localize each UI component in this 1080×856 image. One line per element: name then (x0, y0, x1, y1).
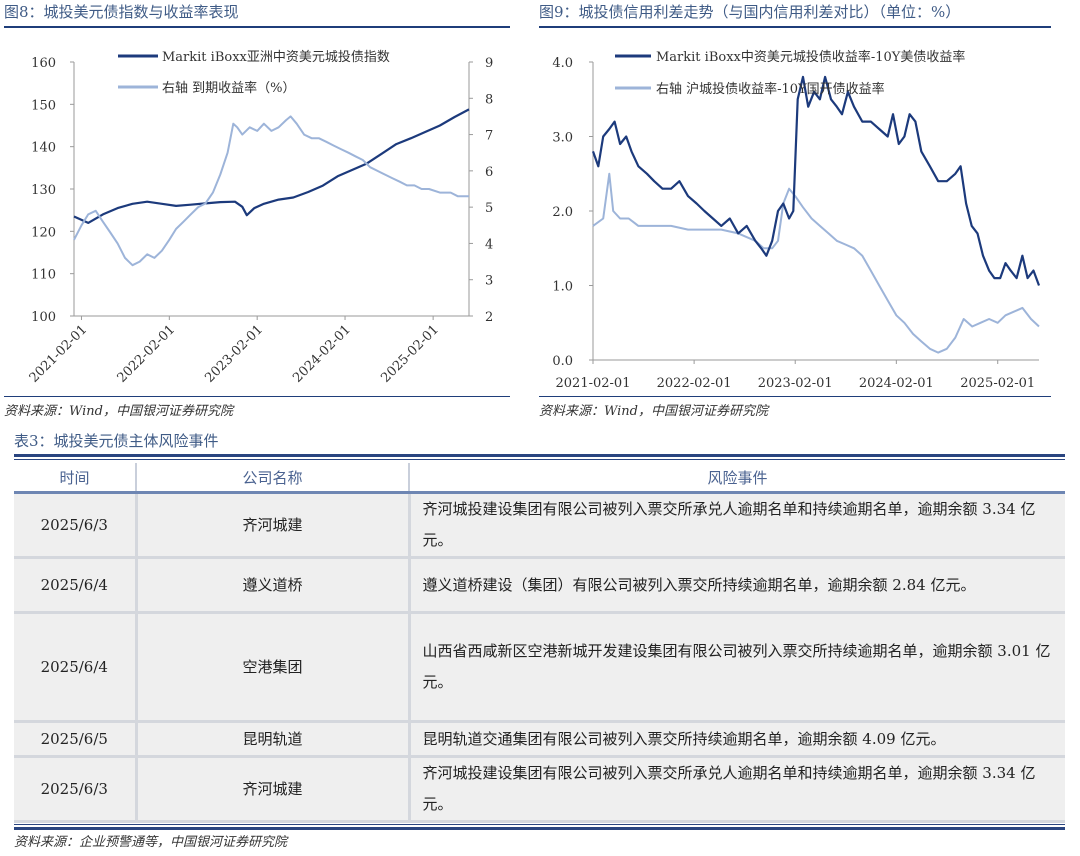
x-tick-label: 2025-02-01 (378, 322, 442, 386)
y-tick-label: 2.0 (552, 205, 573, 220)
y-right-tick-label: 7 (485, 129, 493, 144)
y-tick-label: 4.0 (552, 56, 573, 71)
table-title: 表3：城投美元债主体风险事件 (14, 432, 219, 450)
x-tick-label: 2022-02-01 (115, 322, 179, 386)
legend-label: 右轴 到期收益率（%） (162, 80, 296, 96)
y-right-tick-label: 9 (485, 56, 493, 71)
table-bottom-rule-thin (14, 824, 1065, 825)
cell-event: 昆明轨道交通集团有限公司被列入票交所持续逾期名单，逾期余额 4.09 亿元。 (409, 721, 1065, 758)
table-top-rule-thin (14, 459, 1065, 460)
header-company: 公司名称 (136, 463, 410, 494)
cell-event: 山西省西咸新区空港新城开发建设集团有限公司被列入票交所持续逾期名单，逾期余额 3… (409, 612, 1065, 723)
cell-date: 2025/6/4 (14, 557, 138, 614)
fig8-chart: 160 150 140 130 120 110 100 9 8 7 6 5 4 3 2 2021-02-01 2… (27, 49, 494, 386)
legend-label: 右轴 沪城投债收益率-10Y国开债收益率 (656, 81, 885, 97)
legend-label: Markit iBoxx中资美元城投债收益率-10Y美债收益率 (656, 49, 965, 65)
y-right-tick-label: 4 (485, 237, 493, 252)
y-left-tick-label: 140 (31, 141, 56, 156)
y-tick-label: 1.0 (552, 280, 573, 295)
series-line-usd-spread (591, 75, 1041, 286)
cell-company: 昆明轨道 (136, 721, 411, 758)
legend-label: Markit iBoxx亚洲中资美元城投债指数 (162, 49, 390, 65)
cell-date: 2025/6/3 (14, 492, 138, 559)
y-right-tick-label: 5 (485, 201, 493, 216)
risk-events-table: 时间 公司名称 风险事件 2025/6/3 齐河城建 齐河城投建设集团有限公司被… (14, 463, 1065, 823)
cell-company: 空港集团 (136, 612, 411, 723)
series-line-yield (73, 115, 469, 267)
series-line-onshore-spread (592, 172, 1040, 354)
cell-event: 齐河城投建设集团有限公司被列入票交所承兑人逾期名单和持续逾期名单，逾期余额 3.… (409, 492, 1065, 559)
table-row: 2025/6/5 昆明轨道 昆明轨道交通集团有限公司被列入票交所持续逾期名单，逾… (14, 721, 1065, 758)
series-line-index (73, 108, 470, 224)
cell-company: 齐河城建 (136, 492, 411, 559)
y-tick-label: 0.0 (552, 354, 573, 369)
table-bottom-rule (14, 827, 1065, 830)
y-left-tick-label: 100 (31, 310, 56, 325)
table-row: 2025/6/4 空港集团 山西省西咸新区空港新城开发建设集团有限公司被列入票交… (14, 612, 1065, 723)
fig8-source: 资料来源：Wind，中国银河证券研究院 (4, 404, 233, 419)
y-right-tick-label: 2 (485, 310, 493, 325)
table-header-row: 时间 公司名称 风险事件 (14, 463, 1065, 494)
table-top-rule (14, 454, 1065, 457)
x-tick-label: 2025-02-01 (960, 376, 1035, 391)
fig9-bottom-rule (539, 396, 1051, 397)
cell-event: 齐河城投建设集团有限公司被列入票交所承兑人逾期名单和持续逾期名单，逾期余额 3.… (409, 756, 1065, 823)
header-event: 风险事件 (409, 463, 1065, 494)
cell-date: 2025/6/4 (14, 612, 138, 723)
cell-event: 遵义道桥建设（集团）有限公司被列入票交所持续逾期名单，逾期余额 2.84 亿元。 (409, 557, 1065, 614)
table-row: 2025/6/3 齐河城建 齐河城投建设集团有限公司被列入票交所承兑人逾期名单和… (14, 756, 1065, 823)
cell-date: 2025/6/5 (14, 721, 138, 758)
y-left-tick-label: 160 (31, 56, 56, 71)
y-right-tick-label: 3 (485, 274, 493, 289)
y-tick-label: 3.0 (552, 131, 573, 146)
y-left-tick-label: 130 (31, 183, 56, 198)
cell-company: 齐河城建 (136, 756, 411, 823)
risk-table-wrapper: 时间 公司名称 风险事件 2025/6/3 齐河城建 齐河城投建设集团有限公司被… (14, 454, 1065, 830)
table-row: 2025/6/4 遵义道桥 遵义道桥建设（集团）有限公司被列入票交所持续逾期名单… (14, 557, 1065, 614)
x-tick-label: 2021-02-01 (27, 322, 91, 386)
x-tick-label: 2021-02-01 (556, 376, 631, 391)
y-right-tick-label: 8 (485, 92, 493, 107)
x-tick-label: 2023-02-01 (758, 376, 833, 391)
header-date: 时间 (14, 463, 137, 494)
y-left-tick-label: 120 (31, 225, 56, 240)
y-right-tick-label: 6 (485, 165, 493, 180)
y-left-tick-label: 110 (31, 268, 56, 283)
y-left-tick-label: 150 (31, 98, 56, 113)
x-tick-label: 2023-02-01 (202, 322, 266, 386)
fig8-title-rule (4, 26, 510, 28)
table-source: 资料来源：企业预警通等，中国银河证券研究院 (14, 835, 288, 850)
fig9-source: 资料来源：Wind，中国银河证券研究院 (539, 404, 768, 419)
fig8-title: 图8：城投美元债指数与收益率表现 (4, 3, 239, 21)
x-tick-label: 2024-02-01 (859, 376, 934, 391)
cell-company: 遵义道桥 (136, 557, 411, 614)
cell-date: 2025/6/3 (14, 756, 138, 823)
fig9-title: 图9：城投债信用利差走势（与国内信用利差对比）（单位：%） (539, 3, 961, 21)
x-tick-label: 2022-02-01 (657, 376, 732, 391)
fig9-title-rule (539, 26, 1051, 28)
fig8-bottom-rule (4, 396, 510, 397)
fig9-chart: 4.0 3.0 2.0 1.0 0.0 2021-02-01 2022-02-01 2023-… (552, 49, 1041, 391)
table-row: 2025/6/3 齐河城建 齐河城投建设集团有限公司被列入票交所承兑人逾期名单和… (14, 492, 1065, 559)
x-tick-label: 2024-02-01 (290, 322, 354, 386)
